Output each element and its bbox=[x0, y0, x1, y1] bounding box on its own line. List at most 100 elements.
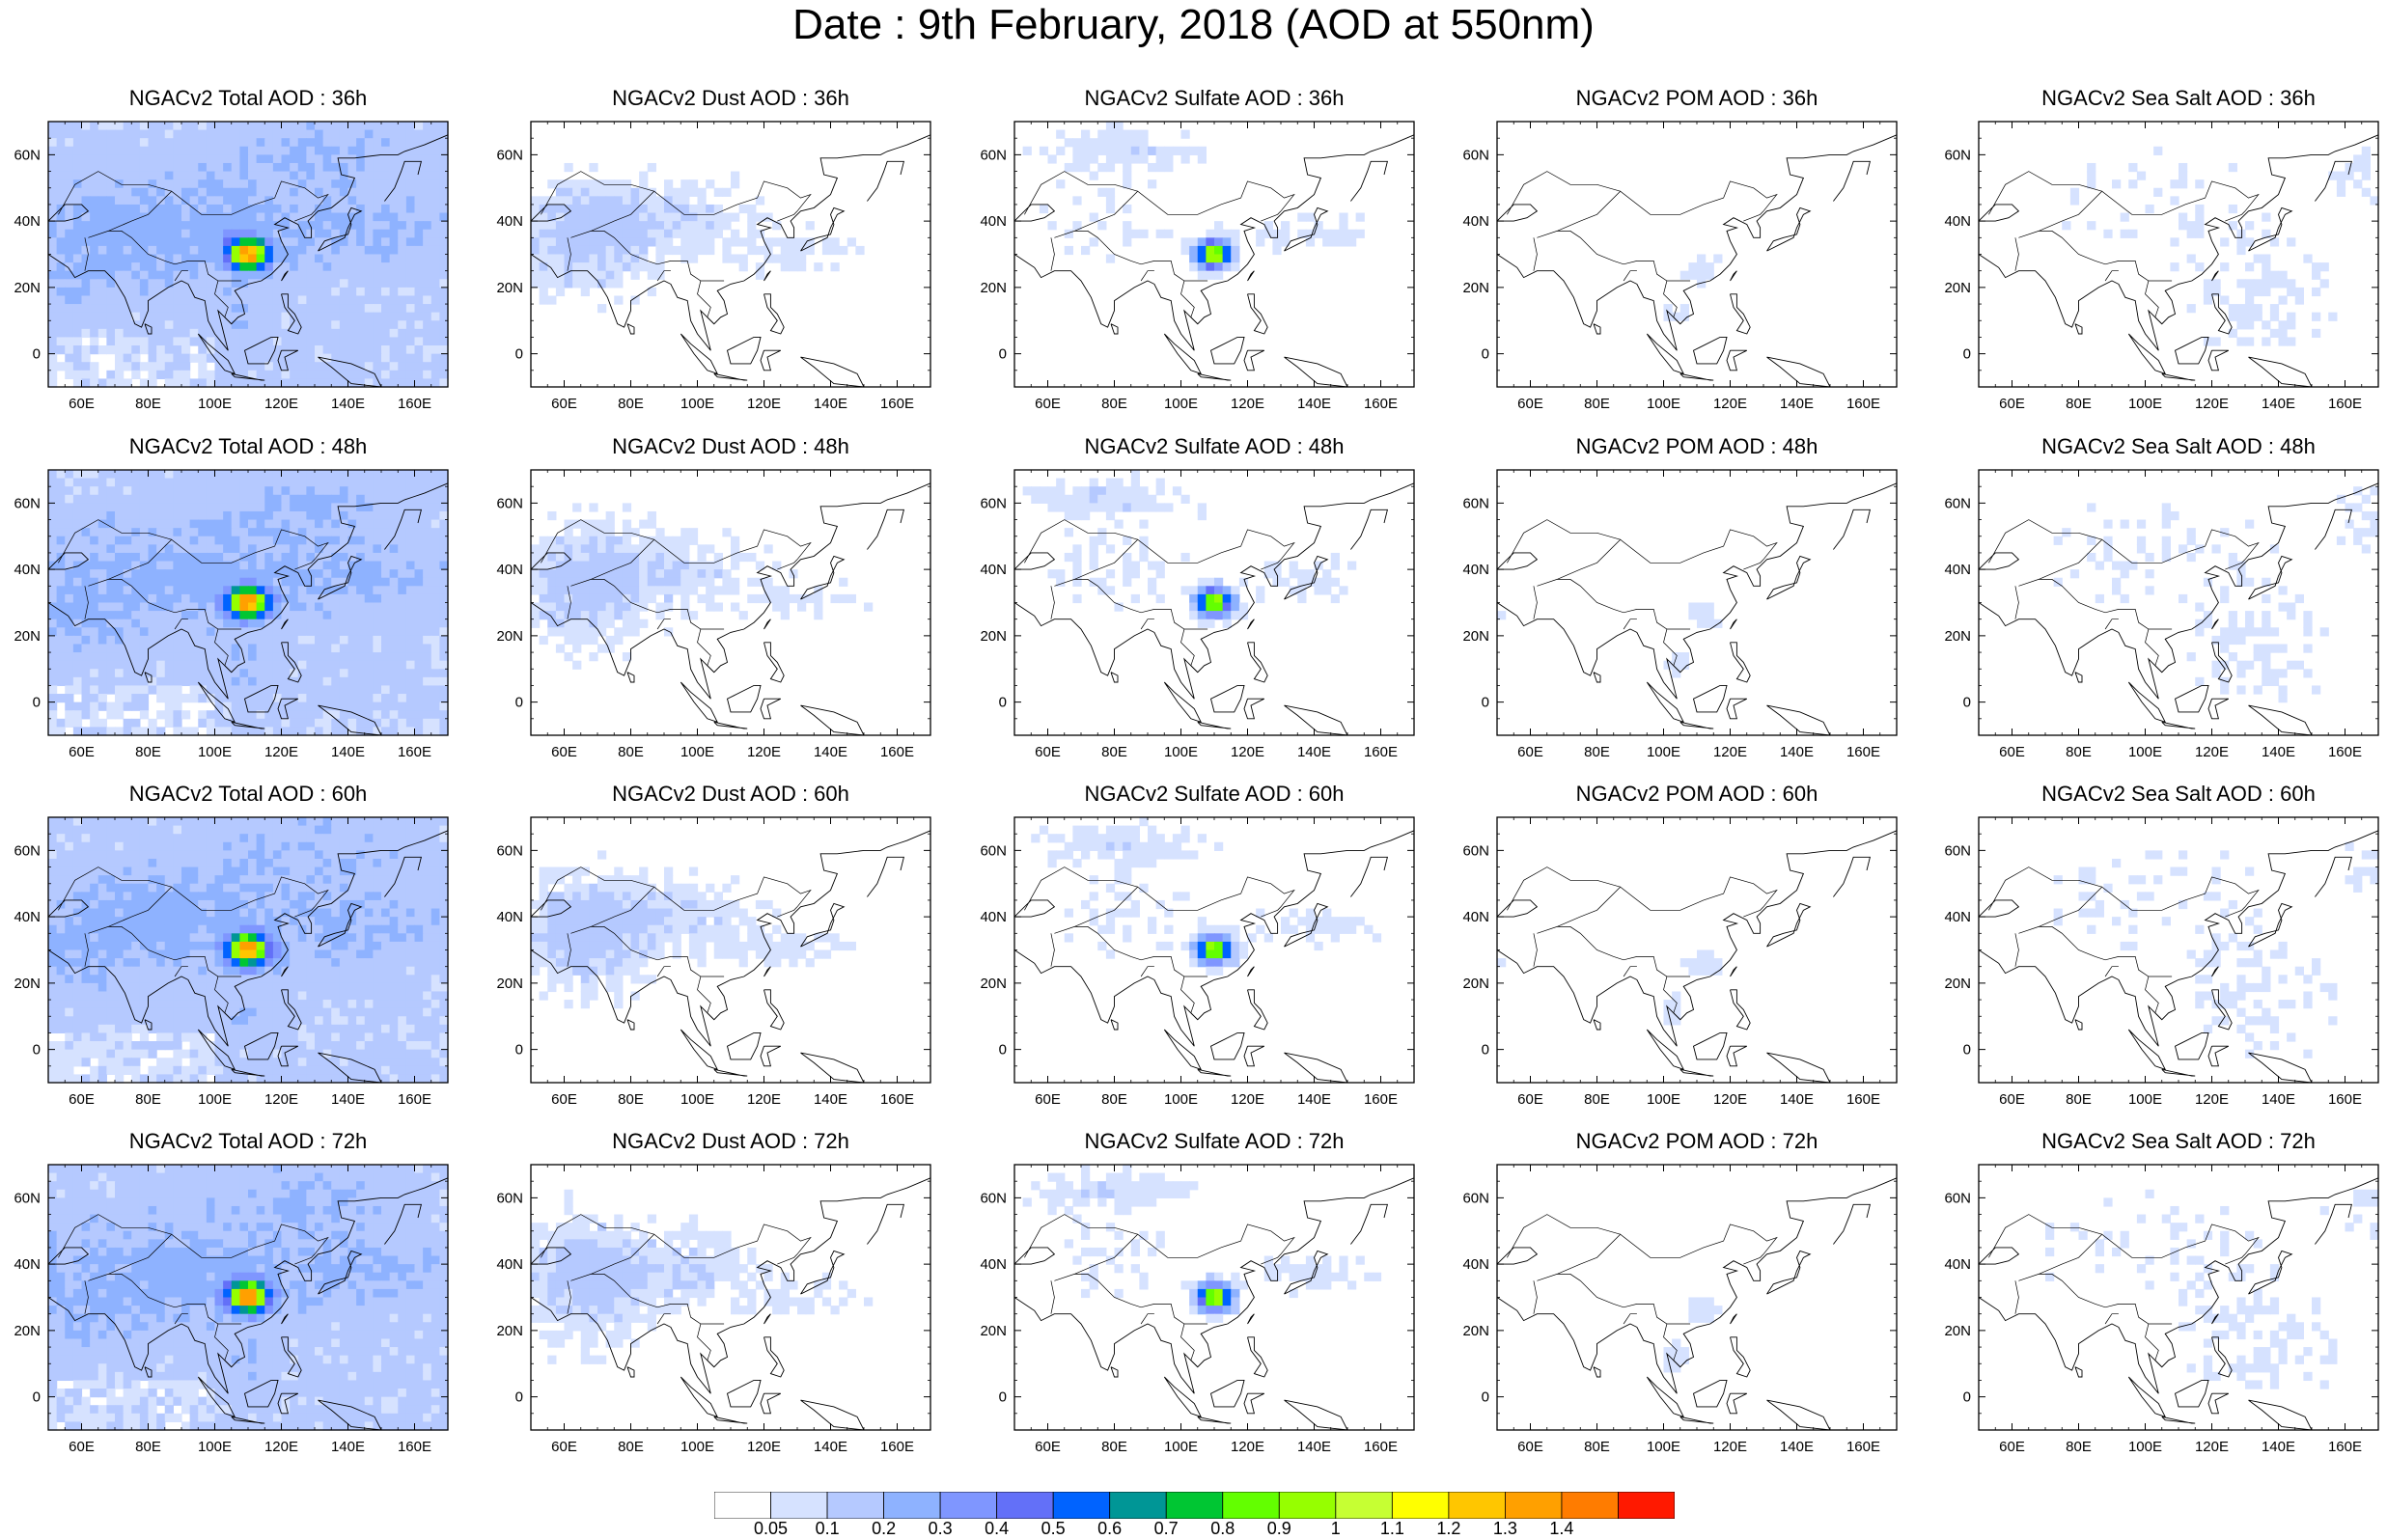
aod-cell bbox=[322, 129, 332, 139]
aod-cell bbox=[430, 187, 440, 197]
aod-cell bbox=[90, 146, 99, 155]
aod-cell bbox=[248, 569, 258, 579]
aod-cell bbox=[239, 146, 249, 155]
aod-cell bbox=[90, 602, 99, 612]
aod-cell bbox=[223, 593, 233, 604]
aod-cell bbox=[281, 536, 291, 545]
aod-cell bbox=[248, 304, 258, 314]
aod-cell bbox=[272, 669, 283, 678]
aod-cell bbox=[306, 644, 316, 653]
aod-cell bbox=[364, 254, 374, 263]
aod-cell bbox=[1064, 138, 1073, 148]
aod-cell bbox=[697, 569, 707, 579]
aod-cell bbox=[81, 254, 91, 263]
aod-cell bbox=[248, 254, 258, 263]
aod-cell bbox=[1197, 254, 1207, 263]
aod-cell bbox=[239, 510, 249, 521]
aod-cell bbox=[198, 262, 208, 272]
aod-cell bbox=[290, 162, 299, 173]
panel-title: NGACv2 Sea Salt AOD : 36h bbox=[2041, 86, 2316, 110]
aod-cell bbox=[322, 245, 332, 256]
aod-cell bbox=[688, 229, 699, 238]
aod-cell bbox=[173, 337, 182, 346]
aod-cell bbox=[722, 221, 732, 231]
aod-cell bbox=[713, 204, 723, 214]
aod-cell bbox=[239, 328, 249, 339]
aod-cell bbox=[1263, 561, 1273, 570]
aod-cell bbox=[115, 685, 125, 695]
aod-cell bbox=[430, 685, 440, 695]
aod-cell bbox=[339, 593, 349, 604]
aod-cell bbox=[1139, 536, 1149, 545]
aod-cell bbox=[156, 187, 166, 197]
aod-cell bbox=[264, 122, 274, 131]
aod-cell bbox=[239, 619, 249, 628]
aod-cell bbox=[90, 586, 99, 595]
aod-cell bbox=[248, 122, 258, 131]
aod-cell bbox=[306, 262, 316, 272]
aod-cell bbox=[214, 337, 224, 346]
coastline bbox=[1679, 372, 1714, 381]
aod-cell bbox=[115, 187, 125, 197]
aod-cell bbox=[306, 304, 316, 314]
aod-cell bbox=[580, 552, 590, 563]
aod-cell bbox=[1064, 245, 1073, 256]
aod-cell bbox=[173, 586, 182, 595]
aod-cell bbox=[115, 727, 125, 736]
aod-cell bbox=[248, 593, 258, 604]
aod-cell bbox=[731, 179, 740, 189]
aod-cell bbox=[131, 486, 141, 496]
aod-cell bbox=[256, 362, 265, 371]
aod-cell bbox=[156, 353, 166, 363]
aod-cell bbox=[430, 337, 440, 346]
aod-cell bbox=[439, 129, 449, 139]
aod-cell bbox=[1164, 146, 1174, 155]
aod-cell bbox=[356, 320, 366, 330]
aod-cell bbox=[589, 187, 598, 197]
aod-cell bbox=[414, 528, 424, 537]
aod-cell bbox=[297, 669, 307, 678]
aod-cell bbox=[322, 503, 332, 512]
aod-cell bbox=[164, 510, 174, 521]
aod-cell bbox=[1081, 162, 1091, 173]
aod-cell bbox=[131, 577, 141, 587]
aod-cell bbox=[1314, 221, 1323, 231]
aod-cell bbox=[1105, 569, 1116, 579]
aod-cell bbox=[1289, 569, 1298, 579]
aod-cell bbox=[572, 204, 582, 214]
map-panel: NGACv2 Sulfate AOD : 36h 60E 80E 100E 120E 14… bbox=[980, 87, 1415, 412]
aod-cell bbox=[139, 635, 150, 646]
aod-cell bbox=[356, 685, 366, 695]
aod-cell bbox=[248, 328, 258, 339]
aod-cell bbox=[597, 237, 607, 247]
coastline bbox=[800, 356, 865, 388]
aod-cell bbox=[722, 528, 732, 537]
aod-cell bbox=[181, 644, 191, 653]
aod-cell bbox=[65, 245, 74, 256]
aod-cell bbox=[315, 196, 324, 206]
aod-cell bbox=[763, 254, 773, 263]
aod-cell bbox=[97, 212, 107, 222]
aod-cell bbox=[1197, 270, 1207, 280]
aod-cell bbox=[356, 635, 366, 646]
aod-cell bbox=[156, 519, 166, 529]
aod-cell bbox=[315, 510, 324, 521]
aod-cell bbox=[106, 129, 116, 139]
aod-cell bbox=[580, 611, 590, 620]
aod-cell bbox=[123, 187, 132, 197]
aod-cell bbox=[572, 245, 582, 256]
aod-cell bbox=[381, 619, 391, 628]
aod-cell bbox=[198, 179, 208, 189]
aod-cell bbox=[738, 204, 748, 214]
aod-cell bbox=[173, 652, 182, 662]
aod-cell bbox=[156, 536, 166, 545]
aod-cell bbox=[356, 718, 366, 728]
aod-cell bbox=[339, 577, 349, 587]
aod-cell bbox=[1214, 262, 1224, 272]
coastline bbox=[1013, 204, 1056, 222]
aod-cell bbox=[81, 196, 91, 206]
aod-cell bbox=[248, 536, 258, 545]
aod-cell bbox=[164, 660, 174, 670]
aod-cell bbox=[389, 528, 399, 537]
